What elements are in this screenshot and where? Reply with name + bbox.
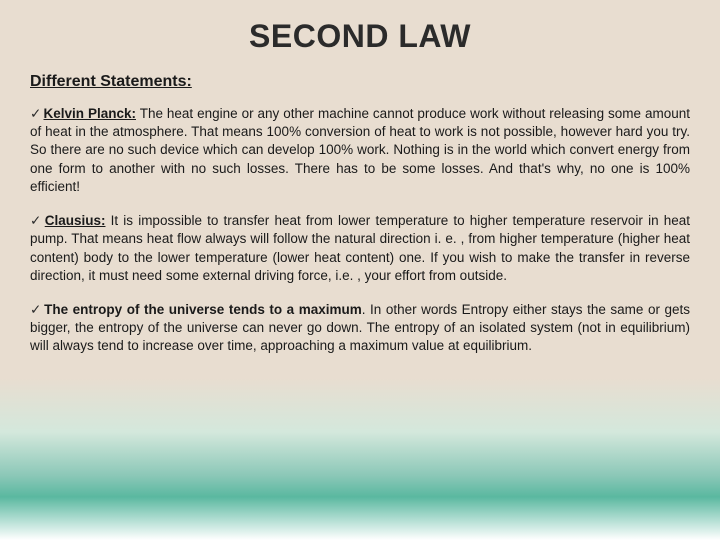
statement-label: Clausius: [45,213,106,228]
slide-container: SECOND LAW Different Statements: ✓Kelvin… [0,0,720,540]
statement-entropy: ✓The entropy of the universe tends to a … [30,301,690,356]
statement-body: It is impossible to transfer heat from l… [30,213,690,283]
slide-title: SECOND LAW [30,18,690,55]
check-icon: ✓ [30,302,42,317]
check-icon: ✓ [30,106,42,121]
statement-label: Kelvin Planck: [44,106,136,121]
statement-kelvin-planck: ✓Kelvin Planck: The heat engine or any o… [30,105,690,196]
statement-clausius: ✓Clausius: It is impossible to transfer … [30,212,690,285]
statement-label: The entropy of the universe tends to a m… [44,302,362,317]
subtitle: Different Statements: [30,73,690,91]
check-icon: ✓ [30,213,43,228]
